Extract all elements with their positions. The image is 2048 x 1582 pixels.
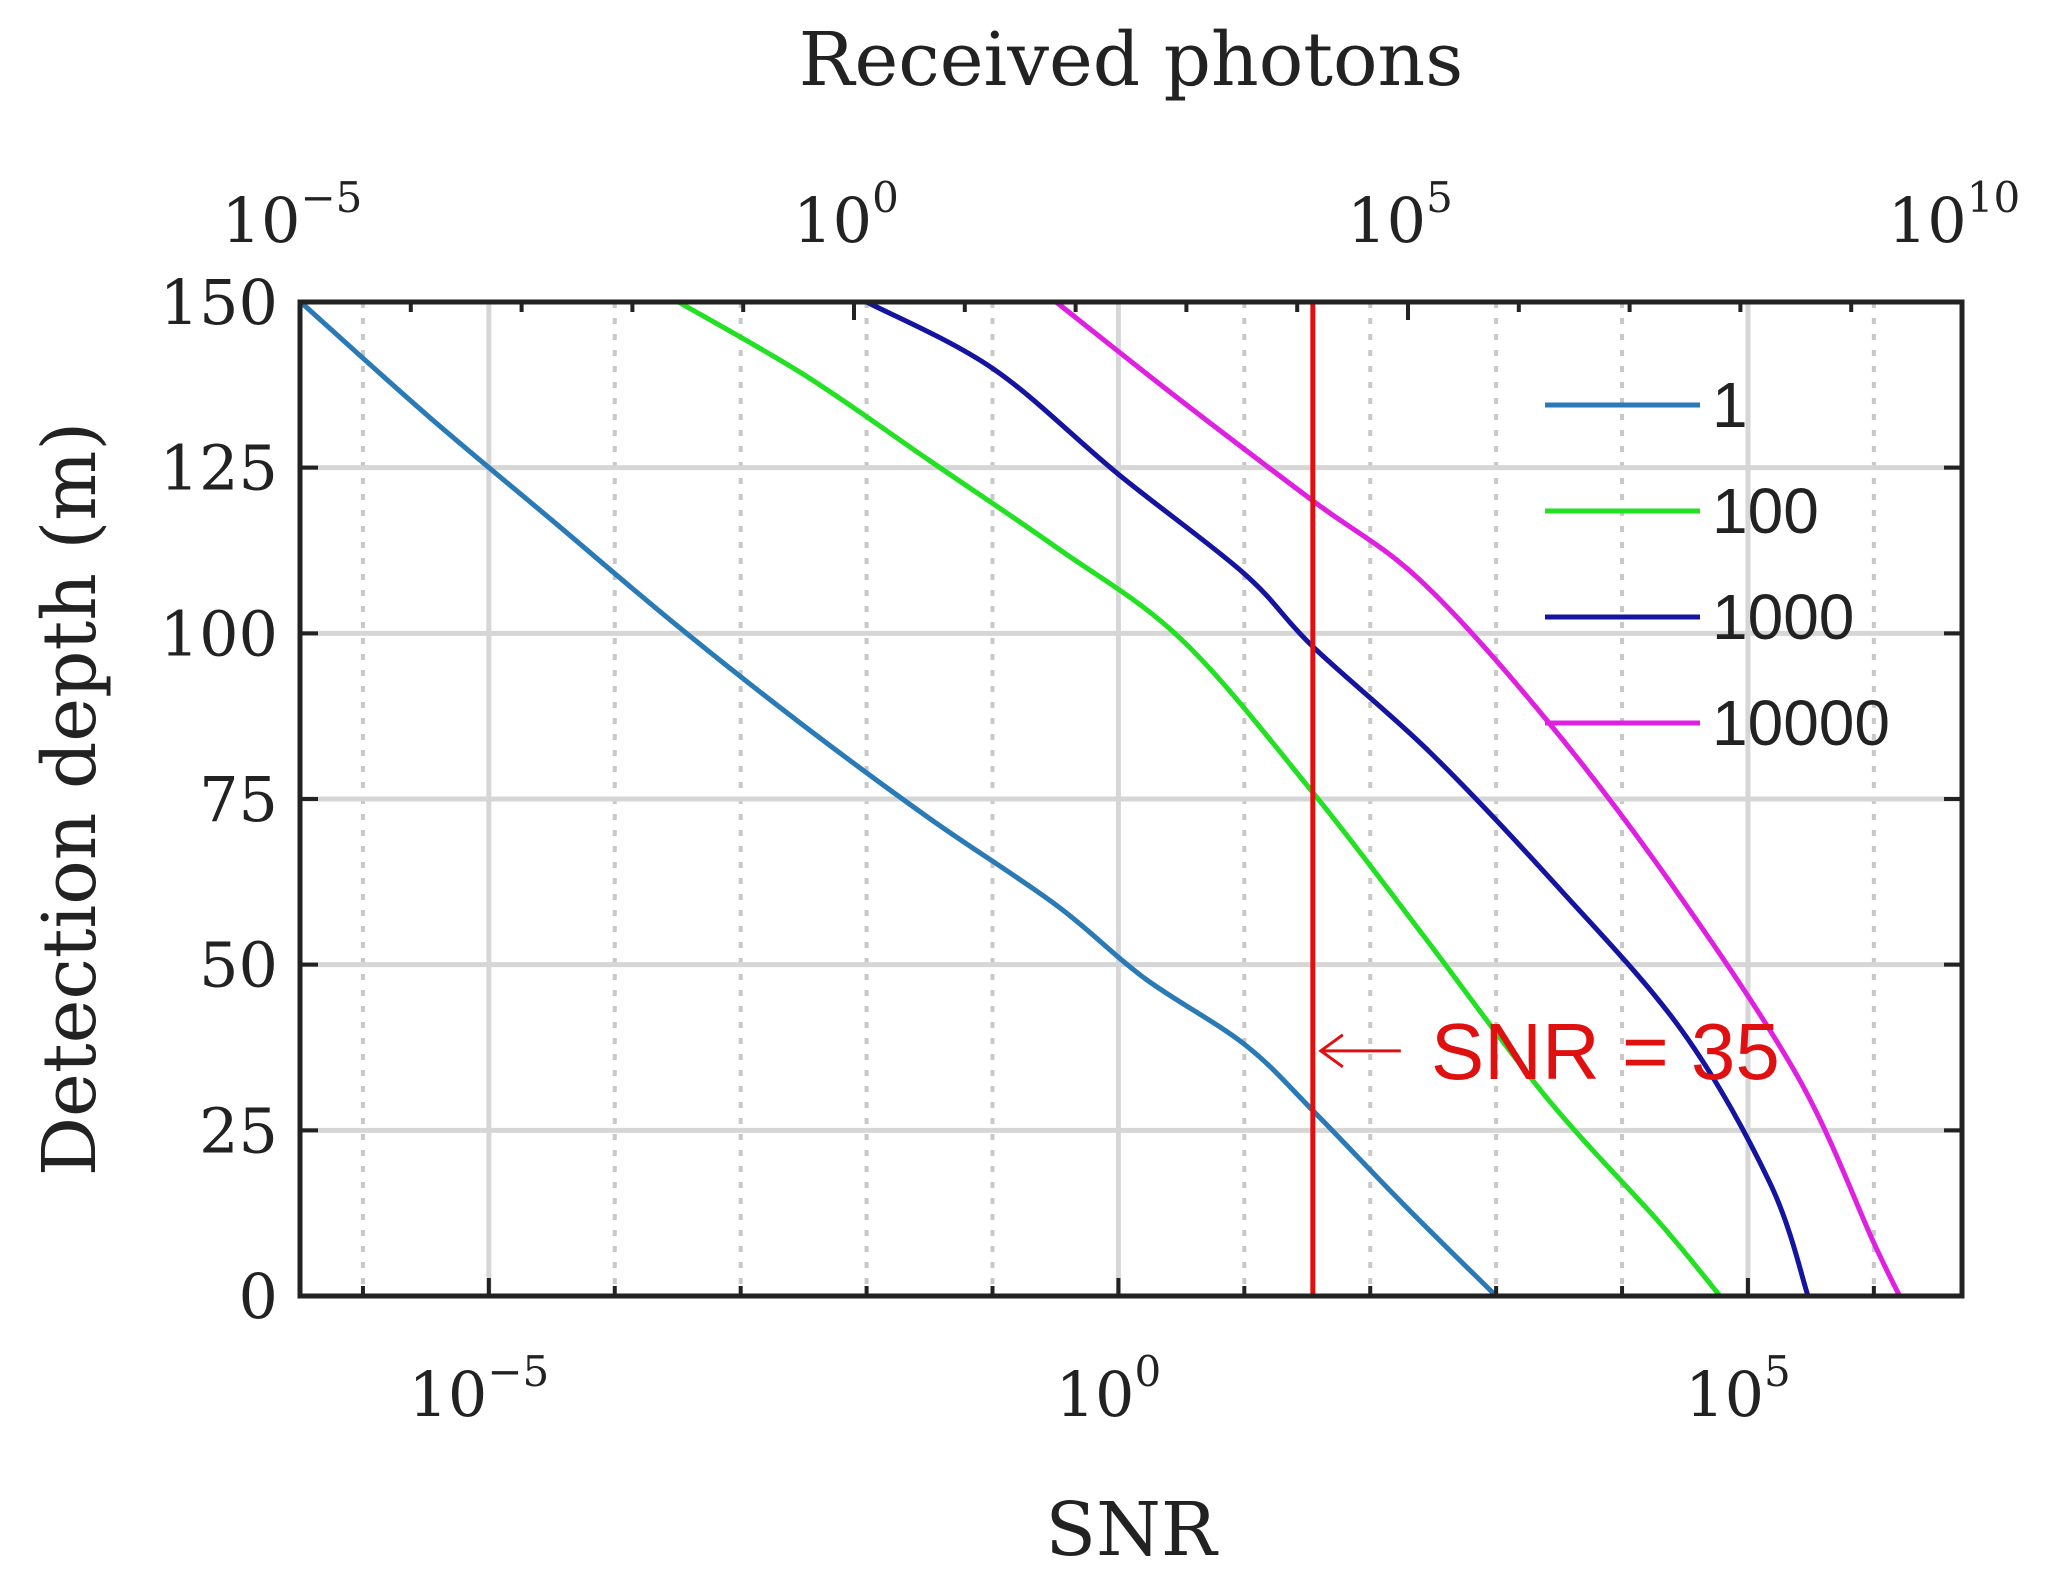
y-tick-label: 150: [160, 266, 278, 339]
legend-label: 1000: [1712, 581, 1854, 653]
y-tick-label: 50: [199, 929, 278, 1002]
x2-tick-label: 100: [793, 173, 899, 257]
legend-label: 10000: [1712, 687, 1890, 759]
series-line-100: [677, 299, 1722, 1298]
x-axis-title: SNR: [1045, 1487, 1218, 1573]
x-tick-label: 10−5: [408, 1347, 549, 1431]
series-line-1: [298, 300, 1498, 1298]
y-tick-label: 75: [199, 763, 278, 836]
threshold-annotation: SNR = 35: [1318, 1007, 1780, 1096]
y-axis-title: Detection depth (m): [27, 422, 113, 1177]
tick-labels: 0 25 50 75 100 125 150 10−5 100 105 10−5 100 105 1010: [160, 173, 2021, 1431]
x-tick-label: 100: [1056, 1347, 1162, 1431]
legend-label: 100: [1712, 475, 1819, 547]
series-line-10000: [1054, 300, 1902, 1298]
top-axis-title: Received photons: [799, 17, 1463, 103]
legend: 1 100 1000 10000: [1545, 369, 1890, 759]
annotation-arrow-head: [1318, 1033, 1344, 1069]
legend-label: 1: [1712, 369, 1748, 441]
grid-lines: [300, 299, 1962, 1299]
y-tick-label: 100: [160, 597, 278, 670]
x2-tick-label: 105: [1347, 173, 1453, 257]
series-lines: [298, 299, 1902, 1298]
x-tick-label: 105: [1685, 1347, 1791, 1431]
x2-tick-label: 10−5: [222, 173, 363, 257]
series-line-1000: [865, 299, 1811, 1297]
y-tick-label: 25: [199, 1094, 278, 1167]
tick-marks: [298, 300, 1964, 1298]
y-tick-label: 125: [160, 432, 278, 505]
x2-tick-label: 1010: [1888, 173, 2020, 257]
y-tick-label: 0: [239, 1260, 278, 1333]
threshold-annotation-text: SNR = 35: [1431, 1007, 1780, 1096]
